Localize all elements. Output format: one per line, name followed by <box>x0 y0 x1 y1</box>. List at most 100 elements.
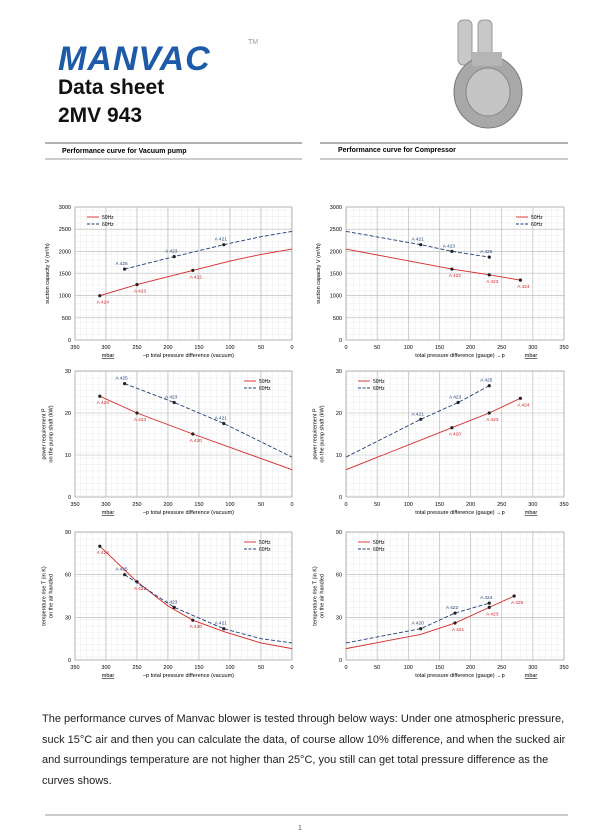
point-label: A 423 <box>486 279 499 285</box>
x-axis-label: –p total pressure difference (vacuum) <box>143 510 234 516</box>
y-tick-label: 30 <box>65 369 71 375</box>
point-label: A 424 <box>97 400 110 406</box>
data-point <box>450 249 454 253</box>
y-tick-label: 2000 <box>330 249 342 255</box>
series-line <box>345 602 490 644</box>
point-label: A 421 <box>215 416 228 422</box>
legend-label: 50Hz <box>259 540 271 546</box>
point-label: A 422 <box>190 274 203 280</box>
y-tick-label: 1000 <box>59 294 71 300</box>
x-tick-label: 150 <box>194 502 203 508</box>
legend-label: 50Hz <box>531 215 543 221</box>
x-tick-label: 100 <box>404 345 413 351</box>
x-tick-label: 50 <box>258 665 264 671</box>
point-label: A 424 <box>517 402 530 408</box>
x-tick-label: 50 <box>258 502 264 508</box>
x-tick-label: 50 <box>374 665 380 671</box>
x-tick-label: 350 <box>559 665 568 671</box>
series-line <box>124 383 293 458</box>
y-tick-label: 60 <box>65 573 71 579</box>
x-axis-unit: mbar <box>525 353 538 359</box>
point-label: A 424 <box>480 595 493 601</box>
x-tick-label: 350 <box>70 345 79 351</box>
data-point <box>487 273 491 277</box>
legend-label: 60Hz <box>102 222 114 228</box>
x-tick-label: 100 <box>225 502 234 508</box>
data-point <box>450 426 454 430</box>
point-label: A 420 <box>190 624 203 630</box>
plot-area <box>345 531 565 661</box>
x-tick-label: 350 <box>70 502 79 508</box>
point-label: A 425 <box>511 600 524 606</box>
data-point <box>487 255 491 259</box>
plot-area <box>74 531 293 661</box>
y-tick-label: 2000 <box>59 249 71 255</box>
point-label: A 421 <box>452 627 465 633</box>
y-axis-label: suction capacity V (m³/h) <box>45 243 51 304</box>
y-axis-label: suction capacity V (m³/h) <box>316 243 322 304</box>
point-label: A 423 <box>134 289 147 295</box>
data-point <box>222 627 226 631</box>
data-point <box>487 605 491 609</box>
point-label: A 423 <box>486 417 499 423</box>
y-tick-label: 1500 <box>330 272 342 278</box>
y-tick-label: 0 <box>68 658 71 664</box>
y-tick-label: 500 <box>62 316 71 322</box>
x-tick-label: 300 <box>528 665 537 671</box>
data-point <box>419 243 423 247</box>
data-point <box>172 605 176 609</box>
x-tick-label: 0 <box>290 665 293 671</box>
x-tick-label: 0 <box>290 502 293 508</box>
point-label: A 422 <box>134 586 147 592</box>
trademark: TM <box>248 39 258 46</box>
point-label: A 420 <box>449 432 462 438</box>
data-point <box>518 278 523 282</box>
y-tick-label: 1000 <box>330 294 342 300</box>
y-axis-label: temperature rise T (in K) <box>42 566 48 626</box>
x-tick-label: 0 <box>344 502 347 508</box>
x-axis-label: –p total pressure difference (vacuum) <box>143 353 234 359</box>
point-label: A 421 <box>412 237 425 243</box>
data-point <box>123 267 127 271</box>
plot-area <box>74 370 293 498</box>
y-tick-label: 3000 <box>59 205 71 211</box>
data-point <box>191 268 195 272</box>
y-tick-label: 10 <box>336 453 342 459</box>
y-tick-label: 90 <box>336 530 342 536</box>
x-axis-unit: mbar <box>525 510 538 516</box>
x-axis-label: total pressure difference (gauge) →p <box>415 673 504 679</box>
data-point <box>450 267 454 271</box>
y-axis-label: temperature rise T (in K) <box>313 566 319 626</box>
legend-label: 60Hz <box>373 386 385 392</box>
point-label: A 423 <box>165 249 178 255</box>
data-point <box>456 400 460 405</box>
x-tick-label: 350 <box>70 665 79 671</box>
x-tick-label: 100 <box>404 502 413 508</box>
legend-label: 50Hz <box>373 540 385 546</box>
y-tick-label: 20 <box>336 411 342 417</box>
legend-label: 60Hz <box>373 547 385 553</box>
data-point <box>191 432 195 436</box>
x-tick-label: 0 <box>344 665 347 671</box>
x-axis-label: total pressure difference (gauge) →p <box>415 353 504 359</box>
point-label: A 422 <box>449 273 462 279</box>
data-point <box>222 421 226 426</box>
x-tick-label: 300 <box>528 345 537 351</box>
data-point <box>98 294 102 298</box>
y-tick-label: 1500 <box>59 272 71 278</box>
legend-label: 60Hz <box>259 386 271 392</box>
data-point <box>135 282 139 287</box>
data-point <box>98 394 102 398</box>
x-tick-label: 250 <box>497 502 506 508</box>
x-tick-label: 100 <box>225 665 234 671</box>
y-tick-label: 90 <box>65 530 71 536</box>
y-tick-label: 500 <box>333 316 342 322</box>
logo: MANVAC <box>58 40 211 78</box>
x-tick-label: 50 <box>374 502 380 508</box>
y-tick-label: 0 <box>339 495 342 501</box>
y-tick-label: 30 <box>336 615 342 621</box>
legend-label: 60Hz <box>259 547 271 553</box>
point-label: A 425 <box>115 376 128 382</box>
point-label: A 423 <box>486 611 499 617</box>
